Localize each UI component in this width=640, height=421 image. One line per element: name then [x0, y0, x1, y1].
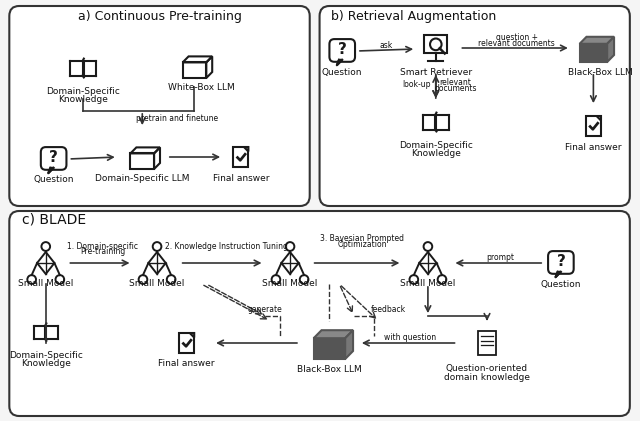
Text: Knowledge: Knowledge — [21, 359, 70, 368]
Text: Optimization: Optimization — [337, 240, 387, 248]
Text: ?: ? — [49, 150, 58, 165]
Text: with question: with question — [384, 333, 436, 341]
FancyBboxPatch shape — [233, 147, 248, 167]
FancyBboxPatch shape — [548, 251, 573, 274]
Text: White-Box LLM: White-Box LLM — [168, 83, 235, 91]
Text: 2. Knowledge Instruction Tuning: 2. Knowledge Instruction Tuning — [164, 242, 287, 250]
Text: feedback: feedback — [371, 304, 406, 314]
FancyBboxPatch shape — [586, 116, 601, 136]
Text: Question: Question — [33, 174, 74, 184]
Polygon shape — [314, 338, 345, 359]
FancyBboxPatch shape — [319, 6, 630, 206]
Text: relevant: relevant — [440, 77, 472, 86]
Text: prompt: prompt — [486, 253, 514, 263]
FancyBboxPatch shape — [10, 6, 310, 206]
Text: relevant documents: relevant documents — [478, 38, 555, 48]
Text: Pre-training: Pre-training — [80, 248, 125, 256]
FancyBboxPatch shape — [10, 211, 630, 416]
Text: 1. Domain-specific: 1. Domain-specific — [67, 242, 138, 250]
Text: Domain-Specific: Domain-Specific — [9, 351, 83, 360]
Text: documents: documents — [435, 83, 477, 93]
Text: question +: question + — [495, 32, 538, 42]
Text: Question: Question — [541, 280, 581, 288]
FancyBboxPatch shape — [41, 147, 67, 170]
Text: Smart Retriever: Smart Retriever — [400, 67, 472, 77]
FancyBboxPatch shape — [424, 35, 447, 53]
Text: Domain-Specific LLM: Domain-Specific LLM — [95, 173, 189, 182]
Polygon shape — [244, 147, 248, 152]
Polygon shape — [580, 44, 607, 62]
Polygon shape — [190, 333, 194, 338]
Text: Small Model: Small Model — [129, 280, 185, 288]
Text: 3. Bayesian Prompted: 3. Bayesian Prompted — [320, 234, 404, 242]
Text: ?: ? — [338, 43, 347, 57]
Text: Knowledge: Knowledge — [58, 94, 108, 104]
Polygon shape — [607, 37, 614, 62]
Polygon shape — [314, 330, 353, 338]
Text: Knowledge: Knowledge — [411, 149, 461, 157]
Text: Question-oriented: Question-oriented — [446, 365, 528, 373]
Text: Small Model: Small Model — [18, 280, 74, 288]
Text: Black-Box LLM: Black-Box LLM — [297, 365, 362, 373]
Text: a) Continuous Pre-training: a) Continuous Pre-training — [78, 10, 242, 22]
Text: c) BLADE: c) BLADE — [22, 212, 86, 226]
Polygon shape — [48, 168, 54, 173]
Text: domain knowledge: domain knowledge — [444, 373, 530, 381]
Text: Small Model: Small Model — [400, 280, 456, 288]
Polygon shape — [556, 272, 561, 277]
Text: ?: ? — [556, 254, 565, 269]
FancyBboxPatch shape — [478, 330, 496, 355]
Text: pretrain and finetune: pretrain and finetune — [136, 114, 218, 123]
Polygon shape — [345, 330, 353, 359]
FancyBboxPatch shape — [330, 39, 355, 62]
Polygon shape — [337, 60, 342, 65]
Text: Final answer: Final answer — [565, 142, 621, 152]
Polygon shape — [580, 37, 614, 44]
Text: ask: ask — [380, 40, 393, 50]
Polygon shape — [596, 116, 601, 120]
Text: look-up: look-up — [402, 80, 430, 88]
Text: b) Retrieval Augmentation: b) Retrieval Augmentation — [332, 10, 497, 22]
Text: Final answer: Final answer — [158, 360, 215, 368]
Text: Small Model: Small Model — [262, 280, 317, 288]
Text: Question: Question — [322, 67, 362, 77]
Text: Domain-Specific: Domain-Specific — [399, 141, 473, 149]
Text: Domain-Specific: Domain-Specific — [46, 86, 120, 96]
FancyBboxPatch shape — [179, 333, 194, 353]
Text: Black-Box LLM: Black-Box LLM — [568, 67, 633, 77]
Text: Final answer: Final answer — [212, 173, 269, 182]
Text: generate: generate — [248, 304, 283, 314]
